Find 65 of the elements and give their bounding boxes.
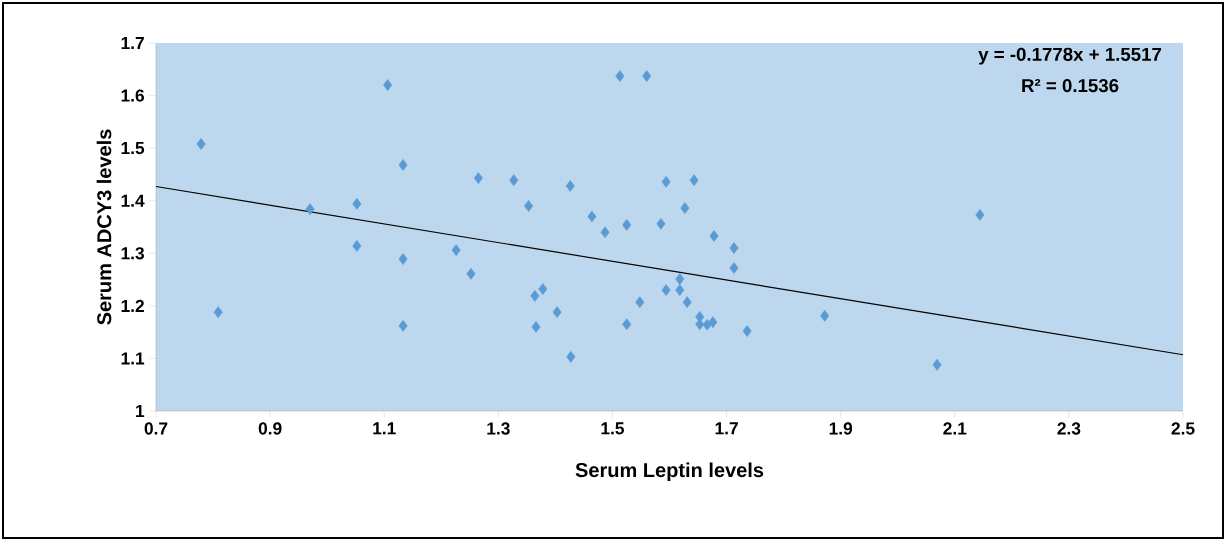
point <box>615 70 625 82</box>
point <box>820 309 830 322</box>
point <box>708 316 718 329</box>
x-tick-label: 0.9 <box>258 422 282 435</box>
y-tick-label: 1.2 <box>121 299 144 312</box>
x-tick-label: 1.3 <box>487 422 510 435</box>
x-tick-label: 2.5 <box>1171 422 1195 435</box>
point <box>565 180 575 192</box>
point <box>742 325 752 337</box>
point <box>709 230 719 242</box>
y-tick-label: 1.7 <box>121 37 144 49</box>
x-tick-label: 1.1 <box>373 422 396 435</box>
point <box>451 244 461 256</box>
point <box>538 283 548 295</box>
point <box>622 318 632 331</box>
point <box>932 358 942 371</box>
x-tick-label: 1.5 <box>601 422 625 435</box>
point <box>566 350 576 363</box>
point <box>622 219 632 231</box>
point <box>656 217 666 230</box>
point <box>305 203 315 215</box>
point <box>352 240 362 252</box>
point <box>642 70 652 82</box>
point <box>729 262 739 274</box>
point <box>398 159 408 171</box>
y-axis-title: Serum ADCY3 levels <box>96 129 112 325</box>
annotation: R² = 0.1536 <box>1022 78 1119 93</box>
point <box>398 253 408 265</box>
point <box>398 319 408 332</box>
point <box>729 242 739 254</box>
point <box>473 172 483 184</box>
point <box>213 306 223 319</box>
point <box>383 79 393 91</box>
point <box>524 200 534 212</box>
point <box>352 197 362 210</box>
point <box>689 174 699 187</box>
x-tick-label: 1.7 <box>715 422 738 435</box>
point <box>531 321 541 333</box>
point <box>509 174 519 187</box>
point <box>600 226 610 239</box>
point <box>675 284 685 296</box>
point <box>682 296 692 309</box>
x-tick-label: 2.1 <box>943 422 967 435</box>
point <box>661 175 671 188</box>
y-tick-label: 1 <box>136 405 145 417</box>
point <box>635 296 645 309</box>
x-tick-label: 1.9 <box>829 422 853 435</box>
point <box>661 284 671 296</box>
y-tick-label: 1.3 <box>121 247 145 260</box>
point <box>530 289 540 302</box>
y-tick-label: 1.4 <box>121 194 145 207</box>
point <box>680 202 690 214</box>
point <box>552 306 562 319</box>
x-tick-label: 0.7 <box>144 422 168 435</box>
y-tick-label: 1.5 <box>121 142 145 155</box>
y-tick-label: 1.6 <box>121 89 145 102</box>
point <box>975 209 985 221</box>
y-tick-label: 1.1 <box>121 352 145 365</box>
x-tick-label: 2.3 <box>1057 422 1081 435</box>
annotation: y = -0.1778x + 1.5517 <box>978 47 1162 65</box>
point <box>196 138 206 150</box>
point <box>466 267 476 280</box>
point <box>587 210 597 223</box>
x-axis-title: Serum Leptin levels <box>575 462 764 482</box>
point <box>675 273 685 285</box>
